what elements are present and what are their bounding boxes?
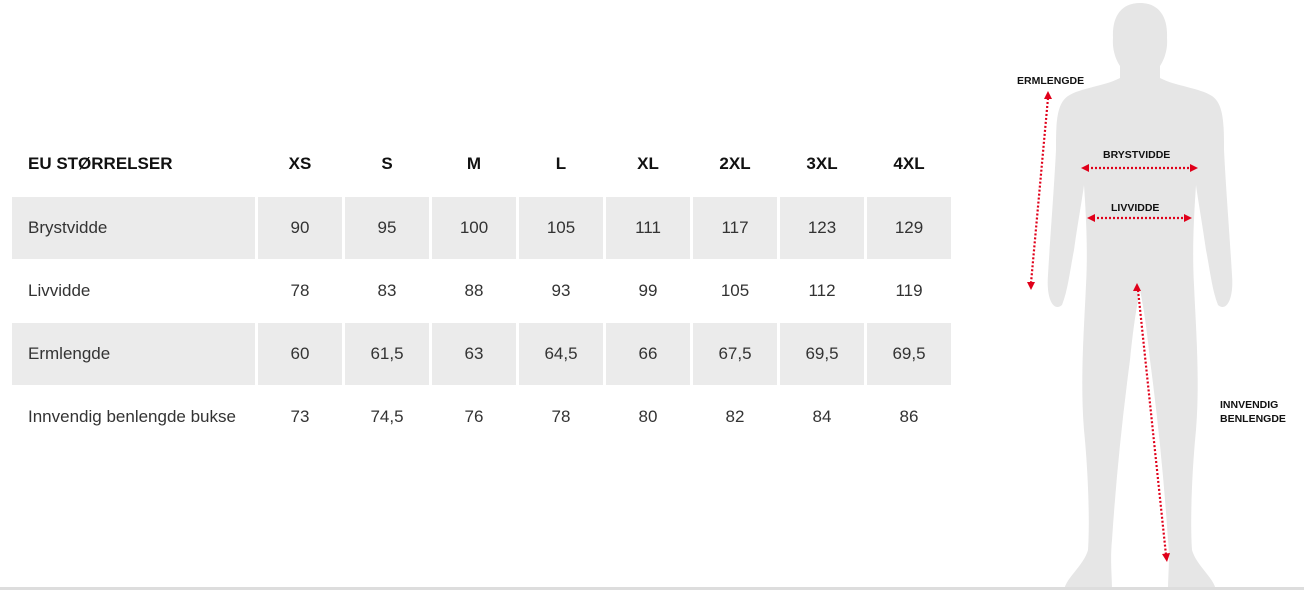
row-label: Ermlengde [12, 323, 255, 385]
size-header-4xl: 4XL [893, 154, 925, 173]
inseam-arrow [1136, 289, 1168, 556]
table-cell: 90 [258, 197, 342, 259]
table-row: Ermlengde 60 61,5 63 64,5 66 67,5 69,5 69,5 [0, 323, 960, 385]
table-cell: 105 [720, 281, 750, 300]
table-cell: 100 [432, 197, 516, 259]
table-cell: 86 [899, 407, 919, 426]
table-cell: 129 [867, 197, 951, 259]
table-cell: 61,5 [345, 323, 429, 385]
table-cell: 78 [551, 407, 571, 426]
table-cell: 117 [693, 197, 777, 259]
body-silhouette [1027, 3, 1233, 590]
table-cell: 67,5 [693, 323, 777, 385]
inseam-label-line2: BENLENGDE [1220, 413, 1286, 425]
table-cell: 82 [725, 407, 745, 426]
waist-width-label: LIVVIDDE [1111, 202, 1160, 214]
table-header-label: EU STØRRELSER [28, 154, 173, 173]
table-cell: 119 [895, 281, 923, 300]
measurement-arrows [1029, 97, 1192, 556]
size-header-3xl: 3XL [806, 154, 838, 173]
size-header-2xl: 2XL [719, 154, 751, 173]
chest-width-label: BRYSTVIDDE [1103, 149, 1171, 161]
table-cell: 78 [290, 281, 310, 300]
table-cell: 95 [345, 197, 429, 259]
table-cell: 84 [812, 407, 832, 426]
row-label: Brystvidde [12, 197, 255, 259]
table-cell: 66 [606, 323, 690, 385]
table-cell: 73 [290, 407, 310, 426]
table-row: Brystvidde 90 95 100 105 111 117 123 129 [0, 197, 960, 259]
row-label: Innvendig benlengde bukse [28, 407, 236, 426]
table-cell: 74,5 [370, 407, 404, 426]
table-cell: 69,5 [867, 323, 951, 385]
size-header-l: L [555, 154, 567, 173]
table-cell: 112 [808, 281, 836, 300]
table-cell: 111 [606, 197, 690, 259]
bottom-divider [0, 587, 1304, 590]
table-cell: 64,5 [519, 323, 603, 385]
size-header-xl: XL [637, 154, 659, 173]
row-label: Livvidde [28, 281, 91, 300]
table-cell: 76 [464, 407, 484, 426]
table-cell: 60 [258, 323, 342, 385]
inseam-label-line1: INNVENDIG [1220, 399, 1279, 411]
table-cell: 93 [551, 281, 571, 300]
table-cell: 80 [638, 407, 658, 426]
table-row: Innvendig benlengde bukse 73 74,5 76 78 80 82 8… [0, 386, 960, 448]
table-cell: 63 [432, 323, 516, 385]
size-header-m: M [466, 154, 482, 173]
sleeve-arrow [1029, 97, 1050, 284]
table-cell: 83 [377, 281, 397, 300]
table-cell: 99 [638, 281, 658, 300]
table-cell: 69,5 [780, 323, 864, 385]
size-header-xs: XS [288, 154, 312, 173]
table-cell: 123 [780, 197, 864, 259]
size-header-s: S [381, 154, 393, 173]
sleeve-length-label: ERMLENGDE [1017, 75, 1085, 87]
body-measurement-figure: ERMLENGDE BRYSTVIDDE LIVVIDDE INNVENDIG … [1000, 0, 1304, 590]
table-cell: 88 [464, 281, 484, 300]
table-row: Livvidde 78 83 88 93 99 105 112 119 [0, 260, 960, 322]
table-cell: 105 [519, 197, 603, 259]
